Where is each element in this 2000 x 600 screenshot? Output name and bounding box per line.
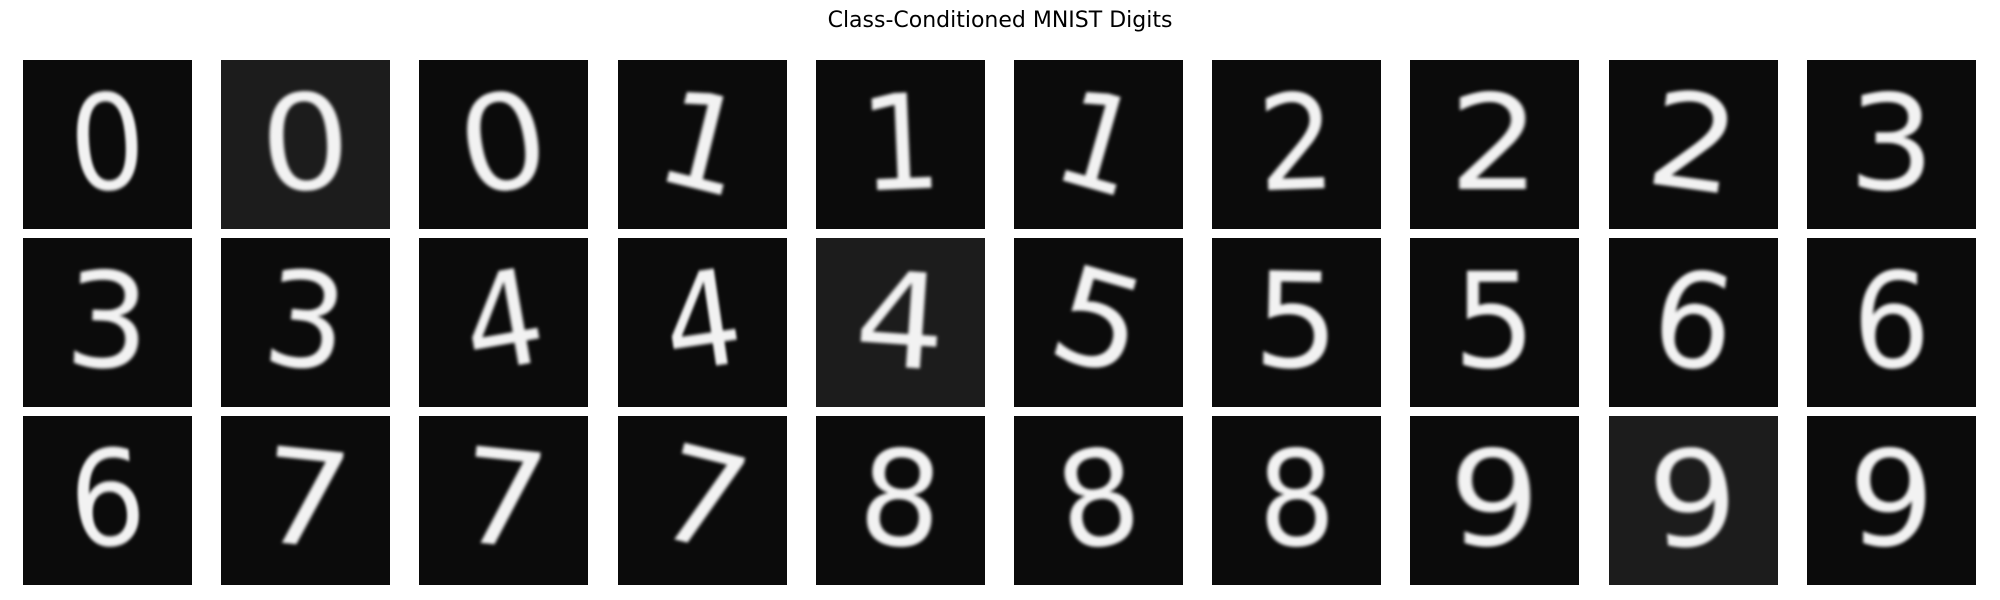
- digit-label: 9: [1847, 423, 1935, 577]
- digit-label: 8: [853, 420, 947, 580]
- digit-image-8: 8: [1212, 416, 1382, 585]
- digit-image-3: 3: [1806, 60, 1976, 229]
- digit-label: 8: [1046, 417, 1151, 583]
- digit-label: 3: [1847, 67, 1935, 221]
- digit-image-1: 1: [617, 60, 787, 229]
- digit-image-8: 8: [815, 416, 985, 585]
- digit-label: 6: [64, 420, 151, 580]
- digit-image-9: 9: [1410, 416, 1580, 585]
- digit-image-4: 4: [815, 238, 985, 407]
- digit-image-8: 8: [1013, 416, 1183, 585]
- digit-label: 5: [1034, 238, 1163, 407]
- digit-image-5: 5: [1212, 238, 1382, 407]
- digit-label: 8: [1255, 421, 1338, 579]
- digit-image-3: 3: [221, 238, 391, 407]
- digit-image-0: 0: [419, 60, 589, 229]
- digit-label: 3: [257, 241, 355, 403]
- digit-label: 5: [1453, 245, 1537, 399]
- digit-label: 9: [1642, 419, 1744, 581]
- digit-label: 3: [62, 243, 153, 401]
- digit-image-4: 4: [419, 238, 589, 407]
- digit-image-6: 6: [23, 416, 192, 585]
- digit-label: 0: [447, 60, 561, 228]
- digit-label: 9: [1449, 423, 1541, 577]
- digit-label: 7: [452, 418, 556, 582]
- digit-image-2: 2: [1410, 60, 1580, 229]
- digit-label: 1: [1038, 60, 1159, 229]
- digit-image-2: 2: [1608, 60, 1778, 229]
- digit-label: 0: [255, 64, 356, 224]
- digit-image-9: 9: [1608, 416, 1778, 585]
- figure-title: Class-Conditioned MNIST Digits: [827, 8, 1173, 33]
- digit-image-2: 2: [1212, 60, 1382, 229]
- digit-image-5: 5: [1410, 238, 1580, 407]
- digit-image-7: 7: [419, 416, 589, 585]
- digit-label: 2: [1255, 65, 1338, 223]
- digit-label: 4: [451, 239, 557, 405]
- digit-label: 6: [1852, 245, 1931, 399]
- digit-image-0: 0: [23, 60, 192, 229]
- digit-label: 2: [1449, 67, 1541, 221]
- digit-label: 6: [1642, 240, 1744, 404]
- digit-image-9: 9: [1806, 416, 1976, 585]
- digit-image-6: 6: [1608, 238, 1778, 407]
- digit-image-6: 6: [1806, 238, 1976, 407]
- digit-image-1: 1: [815, 60, 985, 229]
- digit-label: 1: [642, 60, 762, 229]
- digit-image-0: 0: [221, 60, 391, 229]
- digit-image-5: 5: [1013, 238, 1183, 407]
- digit-label: 0: [64, 64, 151, 224]
- digit-image-3: 3: [23, 238, 192, 407]
- digit-label: 7: [252, 418, 359, 582]
- digit-image-1: 1: [1013, 60, 1183, 229]
- digit-label: 5: [1252, 244, 1342, 400]
- digit-label: 4: [849, 242, 951, 402]
- digit-image-7: 7: [617, 416, 787, 585]
- digit-image-7: 7: [221, 416, 391, 585]
- digit-image-4: 4: [617, 238, 787, 407]
- digit-label: 7: [642, 416, 762, 585]
- digit-label: 2: [1638, 61, 1748, 227]
- digit-label: 4: [652, 240, 752, 404]
- digit-label: 1: [855, 65, 945, 223]
